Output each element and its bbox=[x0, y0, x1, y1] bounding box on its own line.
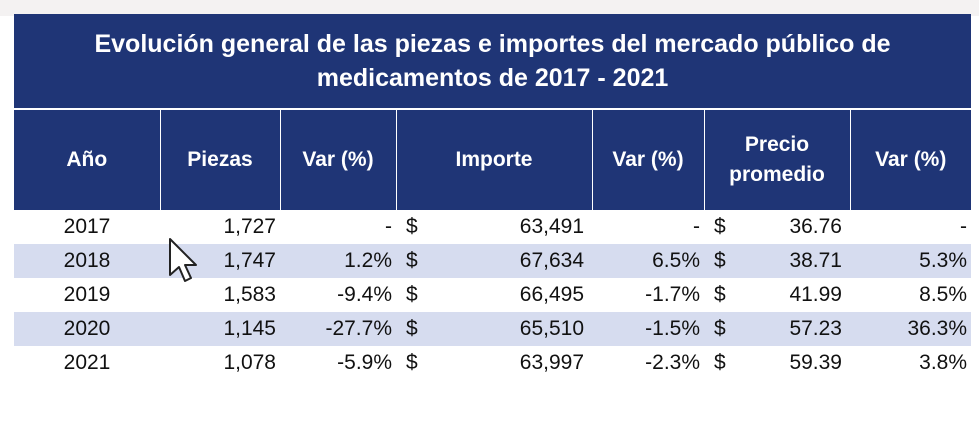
currency-symbol: $ bbox=[406, 351, 418, 374]
header-price-line1: Precio bbox=[744, 133, 810, 156]
cell-pieces: 1,078 bbox=[223, 351, 276, 374]
currency-symbol: $ bbox=[714, 351, 726, 374]
currency-symbol: $ bbox=[406, 215, 418, 238]
table-row: 2018 1,747 1.2% $67,634 6.5% $38.71 5.3% bbox=[14, 244, 972, 278]
currency-symbol: $ bbox=[714, 283, 726, 306]
cell-year: 2020 bbox=[14, 312, 160, 346]
cell-price: $59.39 bbox=[704, 346, 850, 380]
cell-pieces: 1,727 bbox=[223, 215, 276, 238]
cell-price: $41.99 bbox=[704, 278, 850, 312]
cell-year: 2017 bbox=[63, 215, 111, 238]
price-value: 57.23 bbox=[789, 317, 842, 340]
cell-var-pieces: - bbox=[385, 215, 392, 238]
cell-pieces: 1,145 bbox=[160, 312, 280, 346]
cell-year: 2019 bbox=[63, 283, 111, 306]
cell-var-price: 36.3% bbox=[850, 312, 972, 346]
currency-symbol: $ bbox=[714, 215, 726, 238]
header-price-line2: promedio bbox=[729, 163, 825, 186]
cell-amount: $67,634 bbox=[396, 244, 592, 278]
amount-value: 65,510 bbox=[519, 317, 584, 340]
cell-var-amount: -1.5% bbox=[592, 312, 704, 346]
currency-symbol: $ bbox=[714, 249, 726, 272]
table-title-line2: medicamentos de 2017 - 2021 bbox=[316, 64, 669, 92]
price-value: 36.76 bbox=[789, 215, 842, 238]
cell-var-pieces: -9.4% bbox=[337, 283, 392, 306]
table-title: Evolución general de las piezas e import… bbox=[14, 14, 972, 110]
header-pieces: Piezas bbox=[159, 109, 280, 210]
cell-year: 2021 bbox=[63, 351, 111, 374]
cell-var-pieces: 1.2% bbox=[280, 244, 396, 278]
cell-price: $36.76 bbox=[704, 210, 850, 244]
amount-value: 67,634 bbox=[519, 249, 584, 272]
cell-var-pieces: -5.9% bbox=[337, 351, 392, 374]
header-amount: Importe bbox=[395, 109, 592, 210]
medicines-market-table: Evolución general de las piezas e import… bbox=[14, 14, 972, 380]
currency-symbol: $ bbox=[714, 317, 726, 340]
price-value: 38.71 bbox=[789, 249, 842, 272]
cell-var-price: - bbox=[960, 215, 968, 238]
price-value: 41.99 bbox=[789, 283, 842, 306]
cell-year: 2018 bbox=[14, 244, 160, 278]
header-average-price: Precio promedio bbox=[703, 109, 850, 210]
amount-value: 63,997 bbox=[519, 351, 584, 374]
table-row: 2017 1,727 - $63,491 - $36.76 - bbox=[14, 210, 971, 244]
cell-var-price: 5.3% bbox=[850, 244, 972, 278]
cell-amount: $63,997 bbox=[396, 346, 592, 380]
cell-var-pieces: -27.7% bbox=[280, 312, 396, 346]
mouse-pointer-icon bbox=[169, 238, 197, 282]
cell-var-price: 3.8% bbox=[919, 351, 968, 374]
header-year: Año bbox=[14, 109, 160, 210]
header-var-pieces: Var (%) bbox=[279, 109, 396, 210]
table-title-line1: Evolución general de las piezas e import… bbox=[94, 30, 891, 58]
currency-symbol: $ bbox=[406, 283, 418, 306]
cell-amount: $66,495 bbox=[396, 278, 592, 312]
page-background bbox=[0, 0, 979, 16]
cell-price: $38.71 bbox=[704, 244, 850, 278]
header-var-price: Var (%) bbox=[849, 109, 972, 210]
table-row: 2020 1,145 -27.7% $65,510 -1.5% $57.23 3… bbox=[14, 312, 972, 346]
amount-value: 63,491 bbox=[519, 215, 584, 238]
cell-price: $57.23 bbox=[704, 312, 850, 346]
currency-symbol: $ bbox=[406, 317, 418, 340]
amount-value: 66,495 bbox=[519, 283, 584, 306]
header-var-amount: Var (%) bbox=[591, 109, 704, 210]
table-row: 2019 1,583 -9.4% $66,495 -1.7% $41.99 8.… bbox=[14, 278, 971, 312]
data-table-container: Evolución general de las piezas e import… bbox=[14, 14, 972, 380]
table-row: 2021 1,078 -5.9% $63,997 -2.3% $59.39 3.… bbox=[14, 346, 971, 380]
cell-var-amount: - bbox=[693, 215, 700, 238]
cell-var-price: 8.5% bbox=[919, 283, 968, 306]
cell-amount: $63,491 bbox=[396, 210, 592, 244]
cell-amount: $65,510 bbox=[396, 312, 592, 346]
price-value: 59.39 bbox=[789, 351, 842, 374]
cell-var-amount: 6.5% bbox=[592, 244, 704, 278]
cell-var-amount: -2.3% bbox=[645, 351, 700, 374]
cell-var-amount: -1.7% bbox=[645, 283, 700, 306]
currency-symbol: $ bbox=[406, 249, 418, 272]
cell-pieces: 1,583 bbox=[223, 283, 276, 306]
